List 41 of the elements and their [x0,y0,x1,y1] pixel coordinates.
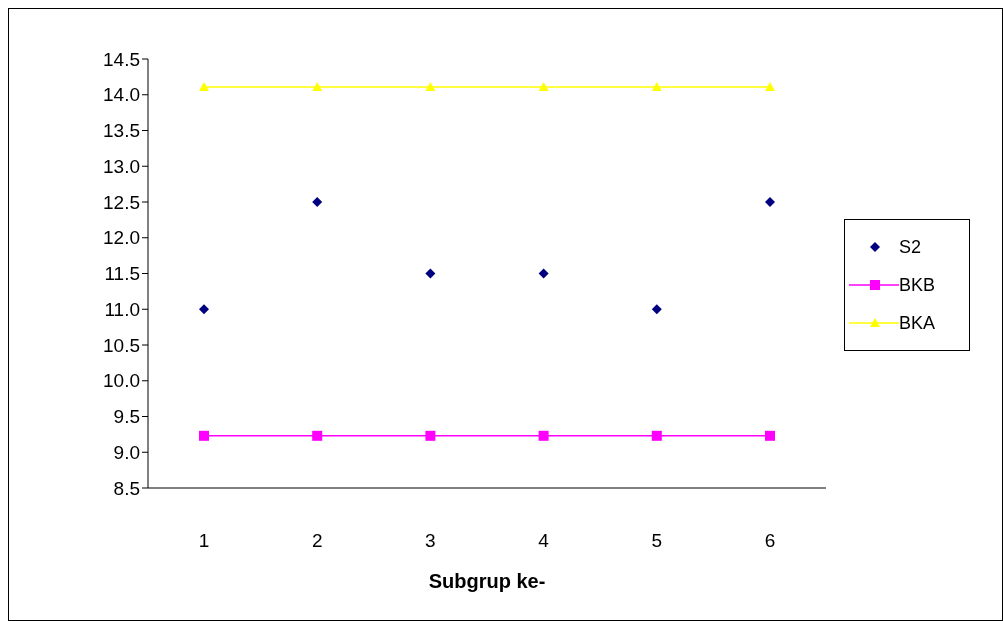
point [425,268,436,279]
point [199,304,209,315]
y-tick-label: 14.5 [103,48,140,70]
point [765,197,775,207]
point [538,81,549,91]
point [312,430,323,441]
y-tick-label: 12.5 [103,191,140,213]
point [651,81,662,91]
x-tick-label: 3 [425,530,436,552]
point [312,81,323,91]
y-tick-label: 10.5 [103,334,140,356]
y-tick-label: 11.0 [104,298,140,320]
y-tick-label: 12.0 [103,227,140,249]
point [425,81,436,91]
point [199,81,209,91]
point [425,430,436,441]
point [312,197,323,207]
y-tick-label: 9.5 [113,406,140,428]
legend-label: BKA [899,312,936,334]
point [651,304,662,315]
y-tick-label: 11.5 [104,263,140,285]
y-tick-label: 10.0 [103,370,140,392]
point [651,430,662,441]
legend-label: BKB [899,274,936,296]
y-tick-label: 14.0 [103,84,140,106]
legend-label: S2 [899,236,922,258]
x-tick-label: 2 [311,530,323,552]
x-tick-label: 1 [198,530,210,552]
x-axis-title: Subgrup ke- [428,570,546,592]
point [765,430,775,441]
point [199,430,209,441]
y-tick-label: 9.0 [113,441,140,463]
point [765,81,775,91]
point [538,268,549,279]
y-tick-label: 13.0 [103,155,140,177]
x-tick-label: 6 [764,530,776,552]
x-tick-label: 5 [651,530,663,552]
y-tick-label: 8.5 [113,477,140,499]
x-tick-label: 4 [538,530,550,552]
point [538,430,549,441]
y-tick-label: 13.5 [103,120,140,142]
